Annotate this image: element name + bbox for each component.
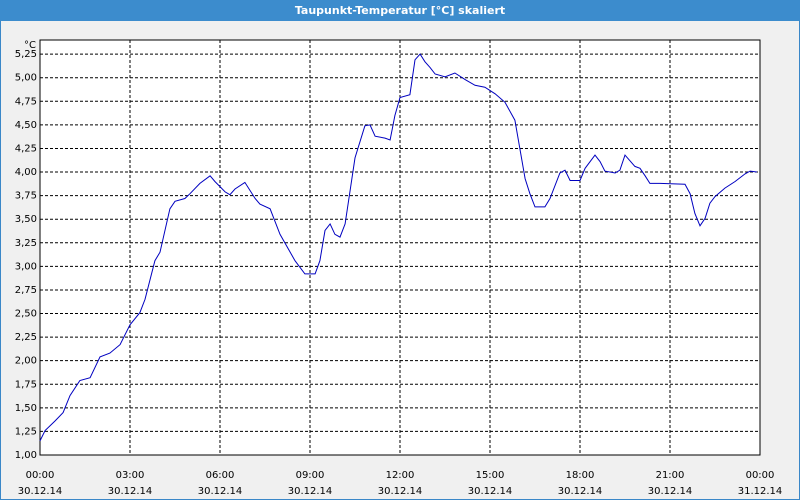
y-tick-label: 1,25 (15, 426, 37, 437)
y-tick-label: 1,50 (15, 403, 37, 414)
x-tick-label: 00:00 (26, 470, 55, 481)
data-line (39, 53, 758, 442)
x-tick-label: 03:00 (116, 470, 145, 481)
y-tick-label: 3,50 (15, 214, 37, 225)
x-tick-label: 09:00 (296, 470, 325, 481)
y-tick-label: 2,75 (15, 285, 37, 296)
chart-title: Taupunkt-Temperatur [°C] skaliert (295, 4, 505, 17)
y-tick-label: 3,25 (15, 238, 37, 249)
x-tick-date: 30.12.14 (18, 486, 63, 497)
y-tick-label: 4,50 (15, 120, 37, 131)
x-tick-date: 30.12.14 (648, 486, 693, 497)
title-bar (0, 0, 800, 21)
x-tick-label: 12:00 (386, 470, 415, 481)
x-tick-date: 30.12.14 (198, 486, 243, 497)
y-tick-label: 4,75 (15, 96, 37, 107)
x-tick-label: 06:00 (206, 470, 235, 481)
x-tick-label: 15:00 (476, 470, 505, 481)
y-tick-label: 1,75 (15, 379, 37, 390)
x-tick-date: 30.12.14 (108, 486, 153, 497)
y-tick-label: 3,00 (15, 261, 37, 272)
y-tick-label: 4,00 (15, 167, 37, 178)
x-tick-label: 00:00 (746, 470, 775, 481)
y-tick-label: 3,75 (15, 191, 37, 202)
x-tick-date: 31.12.14 (738, 486, 783, 497)
x-tick-label: 21:00 (656, 470, 685, 481)
y-tick-label: 1,00 (15, 450, 37, 461)
y-tick-label: 2,50 (15, 309, 37, 320)
x-tick-date: 30.12.14 (378, 486, 423, 497)
y-tick-label: 2,25 (15, 332, 37, 343)
y-tick-label: 2,00 (15, 356, 37, 367)
y-tick-label: 5,00 (15, 73, 37, 84)
x-tick-label: 18:00 (566, 470, 595, 481)
plot-border (39, 39, 761, 456)
y-tick-label: 4,25 (15, 143, 37, 154)
x-tick-date: 30.12.14 (558, 486, 603, 497)
y-tick-label: 5,25 (15, 49, 37, 60)
x-tick-date: 30.12.14 (468, 486, 513, 497)
x-tick-date: 30.12.14 (288, 486, 333, 497)
y-unit: °C (24, 40, 36, 51)
